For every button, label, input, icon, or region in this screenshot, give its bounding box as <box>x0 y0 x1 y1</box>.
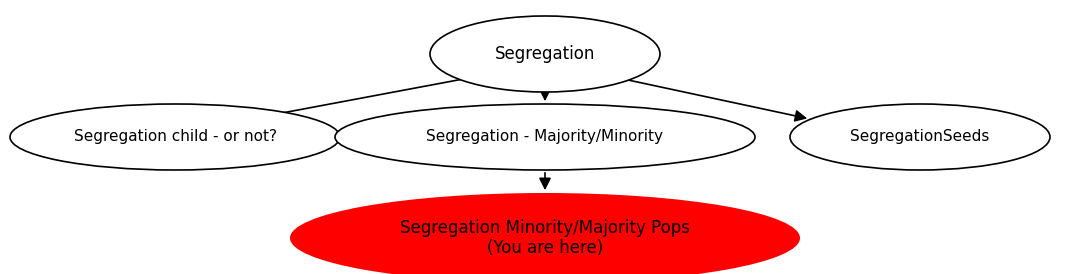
Text: Segregation: Segregation <box>495 45 595 63</box>
Ellipse shape <box>10 104 340 170</box>
Ellipse shape <box>290 193 800 274</box>
Text: Segregation - Majority/Minority: Segregation - Majority/Minority <box>426 130 664 144</box>
Text: Segregation child - or not?: Segregation child - or not? <box>73 130 277 144</box>
Ellipse shape <box>790 104 1050 170</box>
Text: SegregationSeeds: SegregationSeeds <box>850 130 990 144</box>
Ellipse shape <box>429 16 661 92</box>
Ellipse shape <box>335 104 755 170</box>
Text: Segregation Minority/Majority Pops
(You are here): Segregation Minority/Majority Pops (You … <box>400 219 690 257</box>
